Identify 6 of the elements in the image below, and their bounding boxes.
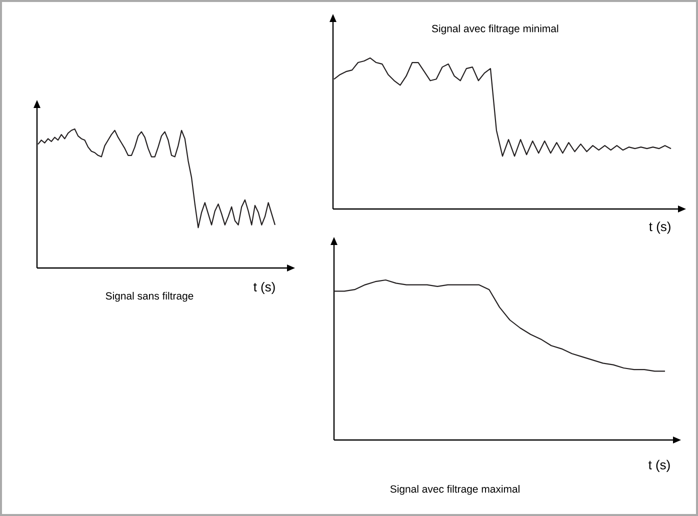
text: Signal sans filtrage bbox=[106, 292, 194, 302]
x-axis-title: t (s) bbox=[648, 460, 670, 472]
text: Signal avec filtrage maximal bbox=[390, 485, 520, 495]
x-axis-title: t (s) bbox=[254, 282, 275, 294]
x-axis-title: t (s) bbox=[649, 222, 670, 234]
chart-title: Signal avec filtrage minimal bbox=[432, 24, 558, 34]
